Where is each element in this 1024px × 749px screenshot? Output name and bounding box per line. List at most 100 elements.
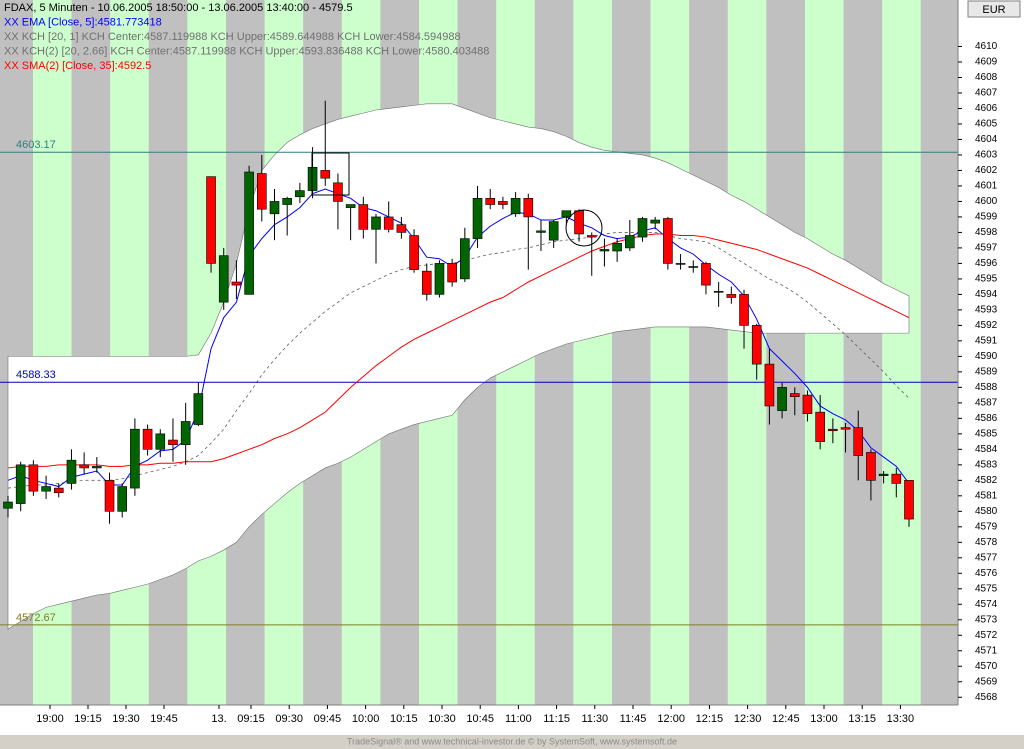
candle-body: [802, 394, 813, 415]
y-tick-label: 4596: [975, 258, 998, 269]
legend-entry: XX KCH(2) [20, 2.66] KCH Center:4587.119…: [4, 45, 489, 57]
candle-body: [104, 480, 115, 512]
y-tick-label: 4595: [975, 274, 998, 285]
candle-body: [713, 290, 724, 293]
candle-body: [637, 218, 648, 238]
candle-body: [586, 235, 597, 238]
candle-body: [701, 263, 711, 286]
y-tick-label: 4569: [975, 676, 998, 687]
candle-body: [840, 427, 851, 430]
candle-body: [409, 235, 419, 270]
candle-body: [612, 242, 622, 252]
candle-body: [789, 393, 800, 397]
legend: FDAX, 5 Minuten - 10.06.2005 18:50:00 - …: [4, 2, 489, 72]
y-tick-label: 4590: [975, 351, 998, 362]
x-tick-label: 11:45: [620, 713, 647, 725]
x-tick-label: 13:30: [887, 713, 915, 725]
y-tick-label: 4585: [975, 428, 998, 439]
x-tick-label: 13:15: [848, 713, 876, 725]
x-tick-label: 13:00: [810, 713, 838, 725]
candle-body: [53, 487, 64, 494]
candle-body: [269, 201, 280, 215]
stripe: [843, 0, 883, 705]
candle-body: [866, 452, 876, 481]
candle-body: [726, 294, 737, 298]
candle-body: [396, 224, 407, 233]
candle-body: [130, 428, 140, 489]
y-tick-label: 4601: [975, 181, 998, 192]
candle-body: [345, 204, 356, 208]
level-label: 4603.17: [16, 139, 56, 151]
y-tick-label: 4592: [975, 320, 998, 331]
y-tick-label: 4594: [975, 289, 998, 300]
candle-body: [383, 216, 394, 230]
candle-body: [472, 198, 483, 239]
y-tick-label: 4578: [975, 537, 998, 548]
candle-body: [498, 201, 508, 205]
candle-body: [66, 459, 77, 484]
x-tick-label: 19:15: [74, 713, 102, 725]
candle-body: [828, 428, 838, 432]
candle-body: [155, 433, 166, 450]
x-tick-label: 11:00: [505, 713, 532, 725]
y-tick-label: 4586: [975, 413, 998, 424]
x-tick-label: 11:15: [543, 713, 570, 725]
indicator-line: [7, 233, 910, 469]
x-tick-label: 12:15: [696, 713, 724, 725]
x-tick-label: 10:45: [466, 713, 494, 725]
x-tick-label: 11:30: [581, 713, 608, 725]
candle-body: [358, 204, 369, 230]
y-tick-label: 4577: [975, 552, 998, 563]
candle-body: [891, 473, 902, 484]
candle-body: [574, 210, 584, 235]
candle-body: [28, 464, 39, 492]
y-tick-label: 4604: [975, 134, 998, 145]
y-tick-label: 4573: [975, 614, 998, 625]
candle-body: [663, 218, 673, 264]
candle-body: [193, 393, 204, 425]
stripe: [920, 0, 958, 705]
y-tick-label: 4574: [975, 599, 998, 610]
x-tick-label: 10:15: [390, 713, 418, 725]
candle-body: [256, 173, 267, 210]
candle-body: [599, 249, 610, 252]
y-tick-label: 4583: [975, 459, 998, 470]
y-tick-label: 4589: [975, 367, 998, 378]
y-tick-label: 4582: [975, 475, 998, 486]
x-tick-label: 09:15: [237, 713, 265, 725]
x-tick-label: 13.: [211, 713, 226, 725]
x-tick-label: 09:30: [275, 713, 303, 725]
y-tick-label: 4598: [975, 227, 998, 238]
candle-body: [41, 486, 51, 492]
y-tick-label: 4570: [975, 661, 998, 672]
x-tick-label: 12:30: [734, 713, 762, 725]
candle-body: [231, 281, 242, 286]
x-axis-panel: [0, 705, 1024, 735]
y-tick-label: 4602: [975, 165, 998, 176]
candle-body: [295, 190, 305, 198]
channel-center: [7, 232, 910, 489]
legend-entry: XX KCH [20, 1] KCH Center:4587.119988 KC…: [4, 31, 461, 43]
candle-body: [307, 167, 318, 191]
y-tick-label: 4568: [975, 692, 998, 703]
stripe: [110, 0, 149, 705]
y-tick-label: 4579: [975, 521, 998, 532]
y-tick-label: 4571: [975, 645, 998, 656]
candle-body: [421, 270, 432, 295]
y-tick-label: 4593: [975, 305, 998, 316]
candle-body: [434, 263, 445, 295]
currency-box: [967, 0, 1021, 18]
candle-body: [142, 428, 153, 450]
candle-body: [79, 464, 89, 469]
y-tick-label: 4608: [975, 72, 998, 83]
y-tick-label: 4605: [975, 119, 998, 130]
candle-body: [117, 486, 128, 512]
candle-body: [244, 171, 254, 295]
candle-body: [815, 411, 825, 442]
y-tick-label: 4588: [975, 382, 998, 393]
level-label: 4572.67: [16, 612, 56, 624]
stripe: [650, 0, 690, 705]
candle-body: [650, 219, 660, 224]
candle-body: [751, 325, 762, 365]
